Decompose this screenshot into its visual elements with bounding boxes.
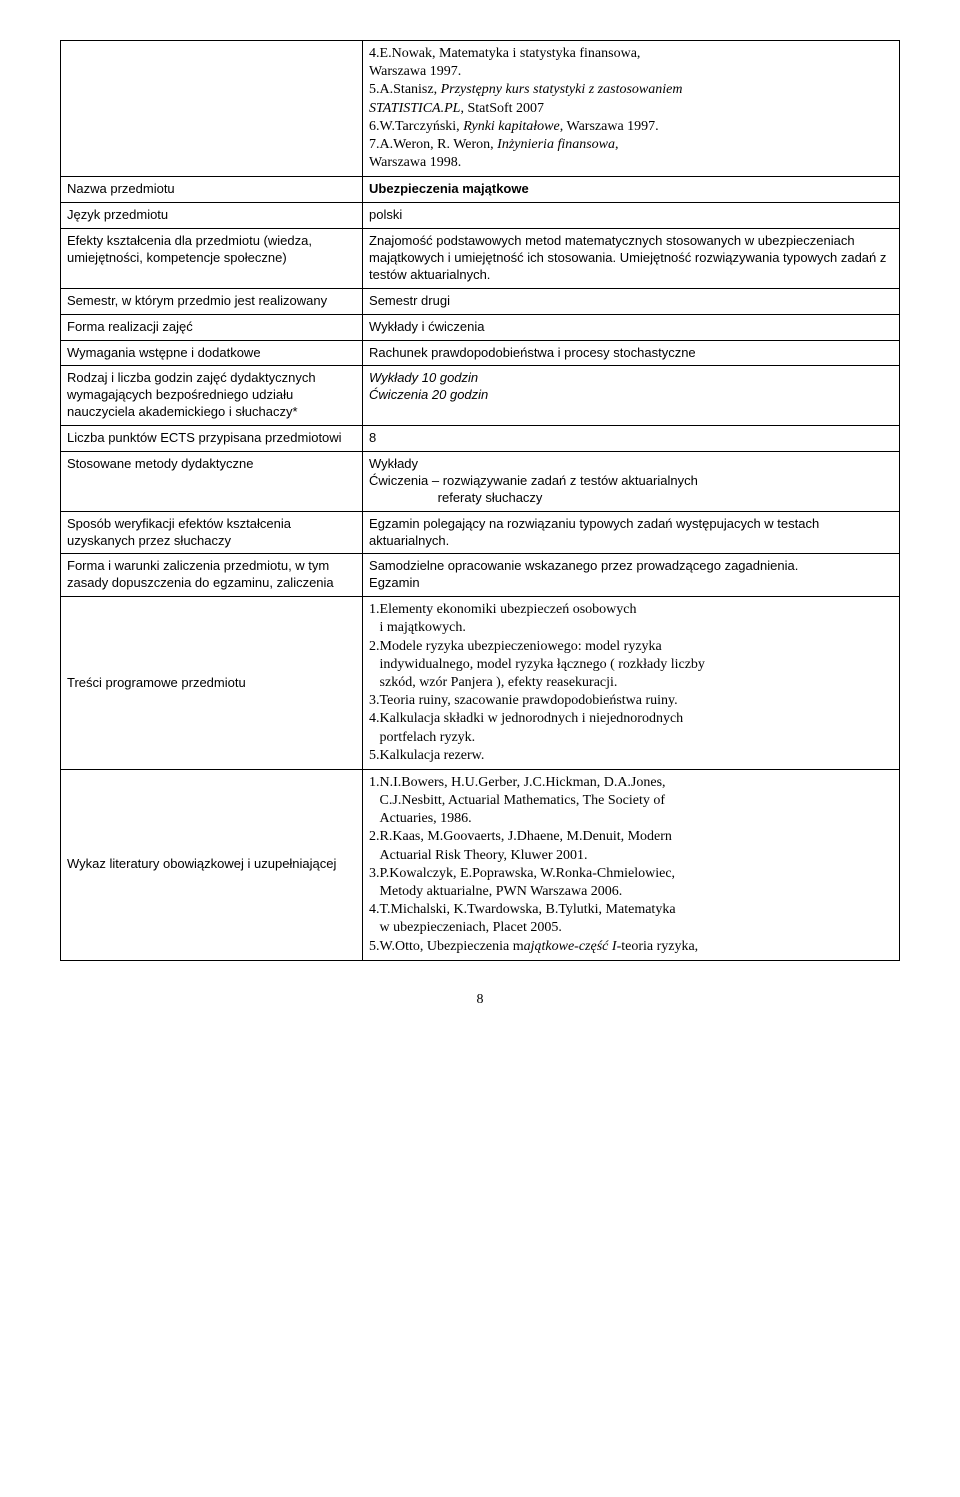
row-value: Wykłady 10 godzinĆwiczenia 20 godzin (363, 366, 900, 426)
row-value: Znajomość podstawowych metod matematyczn… (363, 229, 900, 289)
prev-bibliography: 4.E.Nowak, Matematyka i statystyka finan… (363, 41, 900, 177)
row-value: WykładyĆwiczenia – rozwiązywanie zadań z… (363, 452, 900, 512)
row-value: 8 (363, 426, 900, 452)
program-content-value: 1.Elementy ekonomiki ubezpieczeń osobowy… (363, 597, 900, 770)
row-label: Sposób weryfikacji efektów kształcenia u… (61, 511, 363, 554)
bibliography-label: Wykaz literatury obowiązkowej i uzupełni… (61, 769, 363, 960)
row-label: Wymagania wstępne i dodatkowe (61, 340, 363, 366)
row-label: Liczba punktów ECTS przypisana przedmiot… (61, 426, 363, 452)
row-value: Wykłady i ćwiczenia (363, 314, 900, 340)
row-label: Nazwa przedmiotu (61, 177, 363, 203)
row-label: Rodzaj i liczba godzin zajęć dydaktyczny… (61, 366, 363, 426)
row-label: Forma realizacji zajęć (61, 314, 363, 340)
row-value: Rachunek prawdopodobieństwa i procesy st… (363, 340, 900, 366)
row-value: polski (363, 203, 900, 229)
row-label: Stosowane metody dydaktyczne (61, 452, 363, 512)
row-label: Forma i warunki zaliczenia przedmiotu, w… (61, 554, 363, 597)
empty-cell (61, 41, 363, 177)
row-label: Język przedmiotu (61, 203, 363, 229)
row-value: Egzamin polegający na rozwiązaniu typowy… (363, 511, 900, 554)
row-label: Semestr, w którym przedmio jest realizow… (61, 288, 363, 314)
row-label: Efekty kształcenia dla przedmiotu (wiedz… (61, 229, 363, 289)
page-number: 8 (60, 991, 900, 1009)
bibliography-value: 1.N.I.Bowers, H.U.Gerber, J.C.Hickman, D… (363, 769, 900, 960)
course-info-table: 4.E.Nowak, Matematyka i statystyka finan… (60, 40, 900, 961)
row-value: Ubezpieczenia majątkowe (363, 177, 900, 203)
row-value: Semestr drugi (363, 288, 900, 314)
row-value: Samodzielne opracowanie wskazanego przez… (363, 554, 900, 597)
program-content-label: Treści programowe przedmiotu (61, 597, 363, 770)
